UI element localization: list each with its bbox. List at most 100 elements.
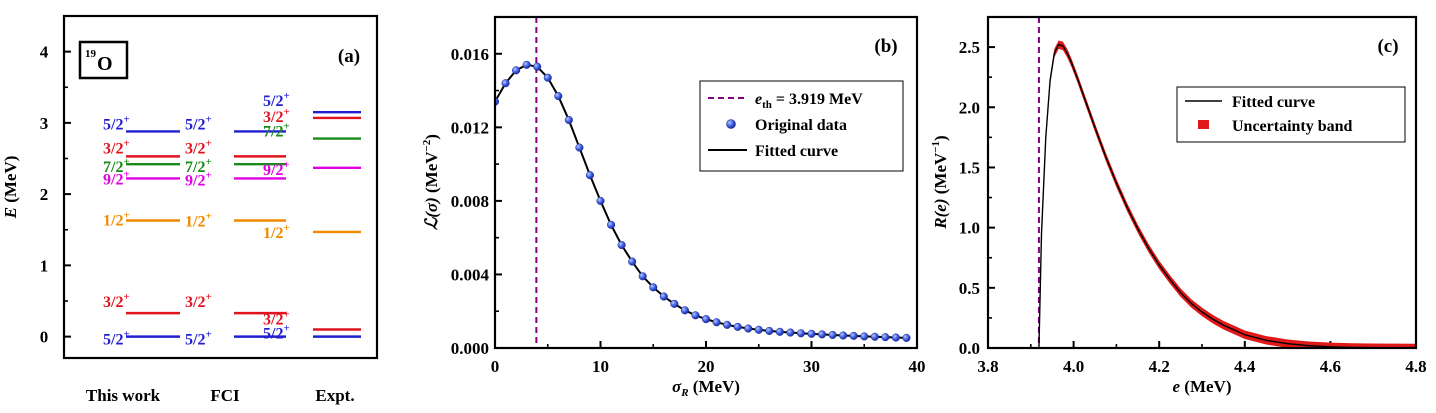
x-tick-label: 20 bbox=[698, 357, 715, 376]
data-point bbox=[786, 328, 795, 337]
data-point bbox=[564, 115, 573, 125]
x-tick-label: 0 bbox=[491, 357, 500, 376]
energy-level-label: 5/2+ bbox=[185, 329, 212, 349]
energy-level-label: 3/2+ bbox=[263, 309, 290, 329]
data-point bbox=[839, 331, 848, 340]
nucleus-symbol: O bbox=[97, 53, 113, 75]
nucleus-mass-number: 19 bbox=[85, 48, 97, 60]
y-tick-label: 2 bbox=[40, 185, 49, 204]
x-tick-label: 4.8 bbox=[1405, 357, 1426, 376]
panel-c-frame bbox=[986, 15, 1418, 350]
data-point bbox=[596, 196, 605, 205]
panel-a-label: (a) bbox=[338, 46, 360, 67]
data-point bbox=[807, 329, 816, 338]
data-point bbox=[501, 79, 510, 88]
panel-a-frame bbox=[62, 14, 379, 360]
panel-b-x-axis-title: σR (MeV) bbox=[672, 377, 740, 399]
energy-level-label: 3/2+ bbox=[103, 291, 130, 311]
data-point bbox=[659, 292, 668, 301]
energy-level-label: 5/2+ bbox=[103, 113, 130, 133]
y-tick-label: 1.5 bbox=[959, 158, 980, 177]
energy-level-label: 7/2+ bbox=[185, 156, 212, 176]
data-point bbox=[765, 326, 774, 335]
y-tick-label: 2.5 bbox=[959, 38, 980, 57]
data-point bbox=[723, 320, 732, 329]
data-point bbox=[533, 62, 542, 71]
column-label-expt: Expt. bbox=[315, 386, 354, 405]
data-point bbox=[733, 322, 742, 331]
y-tick-label: 0.0 bbox=[959, 339, 980, 358]
energy-level-label: 3/2+ bbox=[185, 137, 212, 157]
y-tick-label: 2.0 bbox=[959, 98, 980, 117]
data-point bbox=[543, 73, 552, 82]
legend-uncertainty-swatch bbox=[1198, 120, 1209, 129]
legend-uncertainty-label: Uncertainty band bbox=[1232, 118, 1353, 135]
data-point bbox=[670, 299, 679, 308]
panel-b-label: (b) bbox=[874, 36, 897, 57]
data-point bbox=[512, 66, 521, 75]
fitted-curve-line bbox=[495, 63, 907, 339]
energy-level-label: 9/2+ bbox=[103, 168, 130, 188]
data-point bbox=[607, 220, 616, 229]
y-tick-label: 0.008 bbox=[451, 192, 489, 211]
panel-c-chart: 3.8 4.0 4.2 4.4 4.6 4.8 0.0 0.5 1.0 1.5 2.0 2.5 (c)… bbox=[930, 15, 1427, 396]
legend-threshold-label: eth = 3.919 MeV bbox=[755, 91, 863, 111]
y-tick-label: 0.016 bbox=[451, 45, 489, 64]
data-point bbox=[828, 330, 837, 339]
legend-box bbox=[1176, 86, 1406, 143]
panel-b-frame bbox=[493, 15, 919, 350]
y-tick-label: 4 bbox=[40, 43, 49, 62]
data-point bbox=[860, 332, 869, 341]
panel-b-legend: eth = 3.919 MeV Original data Fitted cur… bbox=[699, 80, 904, 172]
y-tick-label: 0.5 bbox=[959, 279, 980, 298]
panel-c-label: (c) bbox=[1377, 36, 1398, 57]
column-label-fci: FCI bbox=[210, 386, 240, 405]
y-tick-label: 0.000 bbox=[451, 339, 489, 358]
energy-level-label: 7/2+ bbox=[103, 156, 130, 176]
panel-c-legend: Fitted curve Uncertainty band bbox=[1176, 86, 1406, 143]
panel-c-y-axis-title: R(e) (MeV−1) bbox=[930, 135, 950, 229]
energy-level-label: 3/2+ bbox=[185, 291, 212, 311]
panel-b-chart: 0 10 20 30 40 0.000 0.004 0.008 0.012 0.016 (b) e… bbox=[421, 15, 926, 399]
y-tick-label: 0 bbox=[40, 328, 49, 347]
energy-level-label: 1/2+ bbox=[263, 222, 290, 242]
energy-level-label: 1/2+ bbox=[185, 210, 212, 230]
energy-levels: 5/2+3/2+1/2+9/2+7/2+3/2+5/2+5/2+3/2+1/2+… bbox=[103, 90, 361, 349]
energy-level-label: 9/2+ bbox=[263, 159, 290, 179]
data-point bbox=[881, 333, 890, 342]
y-tick-label: 0.012 bbox=[451, 118, 489, 137]
data-point bbox=[744, 324, 753, 333]
data-point bbox=[628, 257, 637, 266]
data-point bbox=[649, 283, 658, 292]
data-point bbox=[818, 330, 827, 339]
data-point bbox=[849, 331, 858, 340]
legend-original-data-marker bbox=[726, 119, 736, 129]
x-tick-label: 4.4 bbox=[1234, 357, 1256, 376]
energy-level-label: 5/2+ bbox=[263, 90, 290, 110]
panel-a-y-axis-title: E (MeV) bbox=[1, 156, 20, 220]
energy-level-label: 5/2+ bbox=[263, 323, 290, 343]
data-point bbox=[891, 333, 900, 342]
panel-c-x-axis-title: e (MeV) bbox=[1173, 377, 1232, 396]
data-point bbox=[754, 325, 763, 334]
energy-level-label: 9/2+ bbox=[185, 169, 212, 189]
y-tick-label: 3 bbox=[40, 114, 49, 133]
energy-level-label: 7/2+ bbox=[263, 121, 290, 141]
x-tick-label: 4.0 bbox=[1063, 357, 1084, 376]
energy-level-label: 3/2+ bbox=[263, 106, 290, 126]
legend-original-data-label: Original data bbox=[755, 117, 847, 134]
data-point bbox=[701, 315, 711, 324]
y-tick-label: 1 bbox=[40, 256, 49, 275]
data-point bbox=[617, 240, 626, 250]
panel-c-axes: 3.8 4.0 4.2 4.4 4.6 4.8 0.0 0.5 1.0 1.5 2.0 2.5 bbox=[959, 38, 1427, 376]
original-data-points bbox=[495, 60, 911, 342]
energy-level-label: 5/2+ bbox=[103, 329, 130, 349]
data-point bbox=[638, 272, 647, 281]
data-point bbox=[870, 332, 879, 341]
energy-level-label: 3/2+ bbox=[103, 137, 130, 157]
data-point bbox=[575, 143, 584, 152]
data-point bbox=[712, 318, 721, 327]
data-point bbox=[554, 92, 563, 101]
